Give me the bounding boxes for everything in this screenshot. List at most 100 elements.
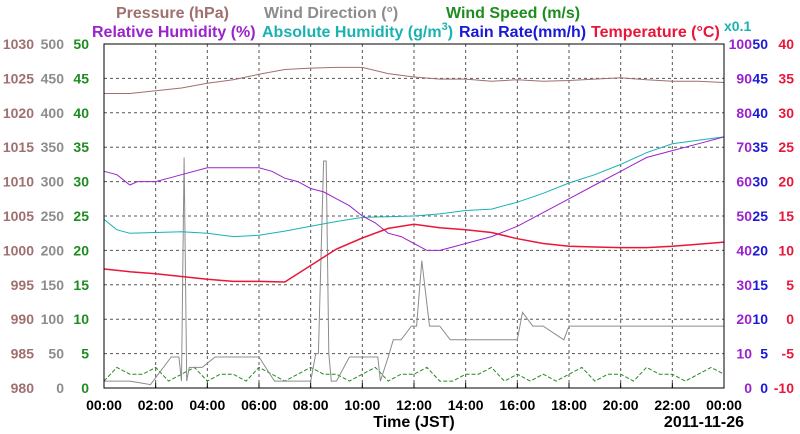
left-tick-label: 500 [41,36,65,52]
left-tick-label: 50 [73,36,89,52]
left-tick-label: 10 [73,311,89,327]
right-tick-label: 30 [752,174,768,190]
grid [104,44,724,388]
legend-rain-rate: Rain Rate(mm/h) [459,24,586,41]
left-tick-label: 20 [73,242,89,258]
right-tick-label: 30 [736,277,752,293]
left-tick-label: 450 [41,70,65,86]
left-tick-label: 15 [73,277,89,293]
left-tick-label: 30 [73,174,89,190]
x-tick-label: 16:00 [499,397,535,413]
legend-absolute-humidity-sup: 3 [442,21,448,33]
left-tick-label: 5 [81,346,89,362]
left-tick-label: 35 [73,139,89,155]
series-line-abs-hum [103,136,725,238]
left-tick-label: 0 [56,380,64,396]
right-tick-label: 40 [752,105,768,121]
series-line-temp [103,223,725,283]
x-axis: 00:00 02:00 04:00 06:00 08:00 10:00 12:00 14:00… [86,383,742,413]
left-tick-label: 150 [41,277,65,293]
legend-pressure: Pressure (hPa) [116,5,229,22]
left-tick-label: 1020 [3,105,34,121]
x-tick-label: 22:00 [654,397,690,413]
legend-absolute-humidity-close: ) [448,24,453,41]
left-axes: 9809859909951000100510101015102010251030… [3,36,89,396]
right-tick-label: 0 [760,380,768,396]
x-tick-label: 00:00 [86,397,122,413]
right-tick-label: 10 [752,311,768,327]
x-tick-label: 02:00 [138,397,174,413]
left-tick-label: 300 [41,174,65,190]
left-tick-label: 0 [81,380,89,396]
x-tick-label: 00:00 [706,397,742,413]
right-tick-label: 20 [736,311,752,327]
left-tick-label: 100 [41,311,65,327]
left-tick-label: 1025 [3,70,34,86]
x-tick-label: 06:00 [241,397,277,413]
right-tick-label: 40 [736,242,752,258]
legend-absolute-humidity: Absolute Humidity (g/m3) [262,21,453,41]
x-tick-label: 04:00 [189,397,225,413]
right-tick-label: 40 [778,36,794,52]
legend-wind-direction: Wind Direction (°) [264,5,398,22]
left-tick-label: 985 [11,346,35,362]
series-line-wind-dir [104,157,724,386]
left-tick-label: 1030 [3,36,34,52]
right-tick-label: 15 [778,208,794,224]
series-line-pressure [104,66,725,94]
right-tick-label: 25 [778,139,794,155]
left-tick-label: 1010 [3,174,34,190]
left-tick-label: 45 [73,70,89,86]
right-tick-label: 35 [778,70,794,86]
x-axis-label: Time (JST) [373,414,455,431]
rain-scale-note: x0.1 [724,18,751,34]
x-tick-label: 12:00 [396,397,432,413]
right-tick-label: 80 [736,105,752,121]
left-tick-label: 400 [41,105,65,121]
right-tick-label: 10 [778,242,794,258]
x-tick-label: 08:00 [293,397,329,413]
legend-wind-speed: Wind Speed (m/s) [446,5,580,22]
legend-relative-humidity: Relative Humidity (%) [92,24,256,41]
right-tick-label: 50 [752,36,768,52]
right-tick-label: 45 [752,70,768,86]
left-tick-label: 200 [41,242,65,258]
right-tick-label: 50 [736,208,752,224]
right-tick-label: 20 [778,174,794,190]
right-tick-label: 70 [736,139,752,155]
left-tick-label: 1000 [3,242,34,258]
left-tick-label: 980 [11,380,35,396]
right-tick-label: 0 [786,311,794,327]
right-tick-label: 5 [760,346,768,362]
date-label: 2011-11-26 [664,414,744,431]
right-tick-label: 35 [752,139,768,155]
right-tick-label: 25 [752,208,768,224]
x-tick-label: 20:00 [603,397,639,413]
right-tick-label: 60 [736,174,752,190]
right-tick-label: 90 [736,70,752,86]
series-line-wind-speed [103,366,725,382]
left-tick-label: 1005 [3,208,34,224]
right-tick-label: 0 [744,380,752,396]
left-tick-label: 50 [48,346,64,362]
right-tick-label: 15 [752,277,768,293]
right-axes: 0102030405060708090100051015202530354045… [729,36,795,396]
x-tick-label: 14:00 [448,397,484,413]
left-tick-label: 1015 [3,139,34,155]
right-tick-label: 10 [736,346,752,362]
left-tick-label: 350 [41,139,65,155]
left-tick-label: 25 [73,208,89,224]
right-tick-label: 5 [786,277,794,293]
left-tick-label: 990 [11,311,35,327]
left-tick-label: 40 [73,105,89,121]
right-tick-label: -10 [774,380,794,396]
legend-absolute-humidity-main: Absolute Humidity (g/m [262,24,442,41]
left-tick-label: 250 [41,208,65,224]
right-tick-label: 100 [729,36,753,52]
right-tick-label: -5 [782,346,795,362]
series-line-rel-hum [103,136,725,251]
left-tick-label: 995 [11,277,35,293]
legend-temperature: Temperature (°C) [591,24,720,41]
x-tick-label: 10:00 [344,397,380,413]
